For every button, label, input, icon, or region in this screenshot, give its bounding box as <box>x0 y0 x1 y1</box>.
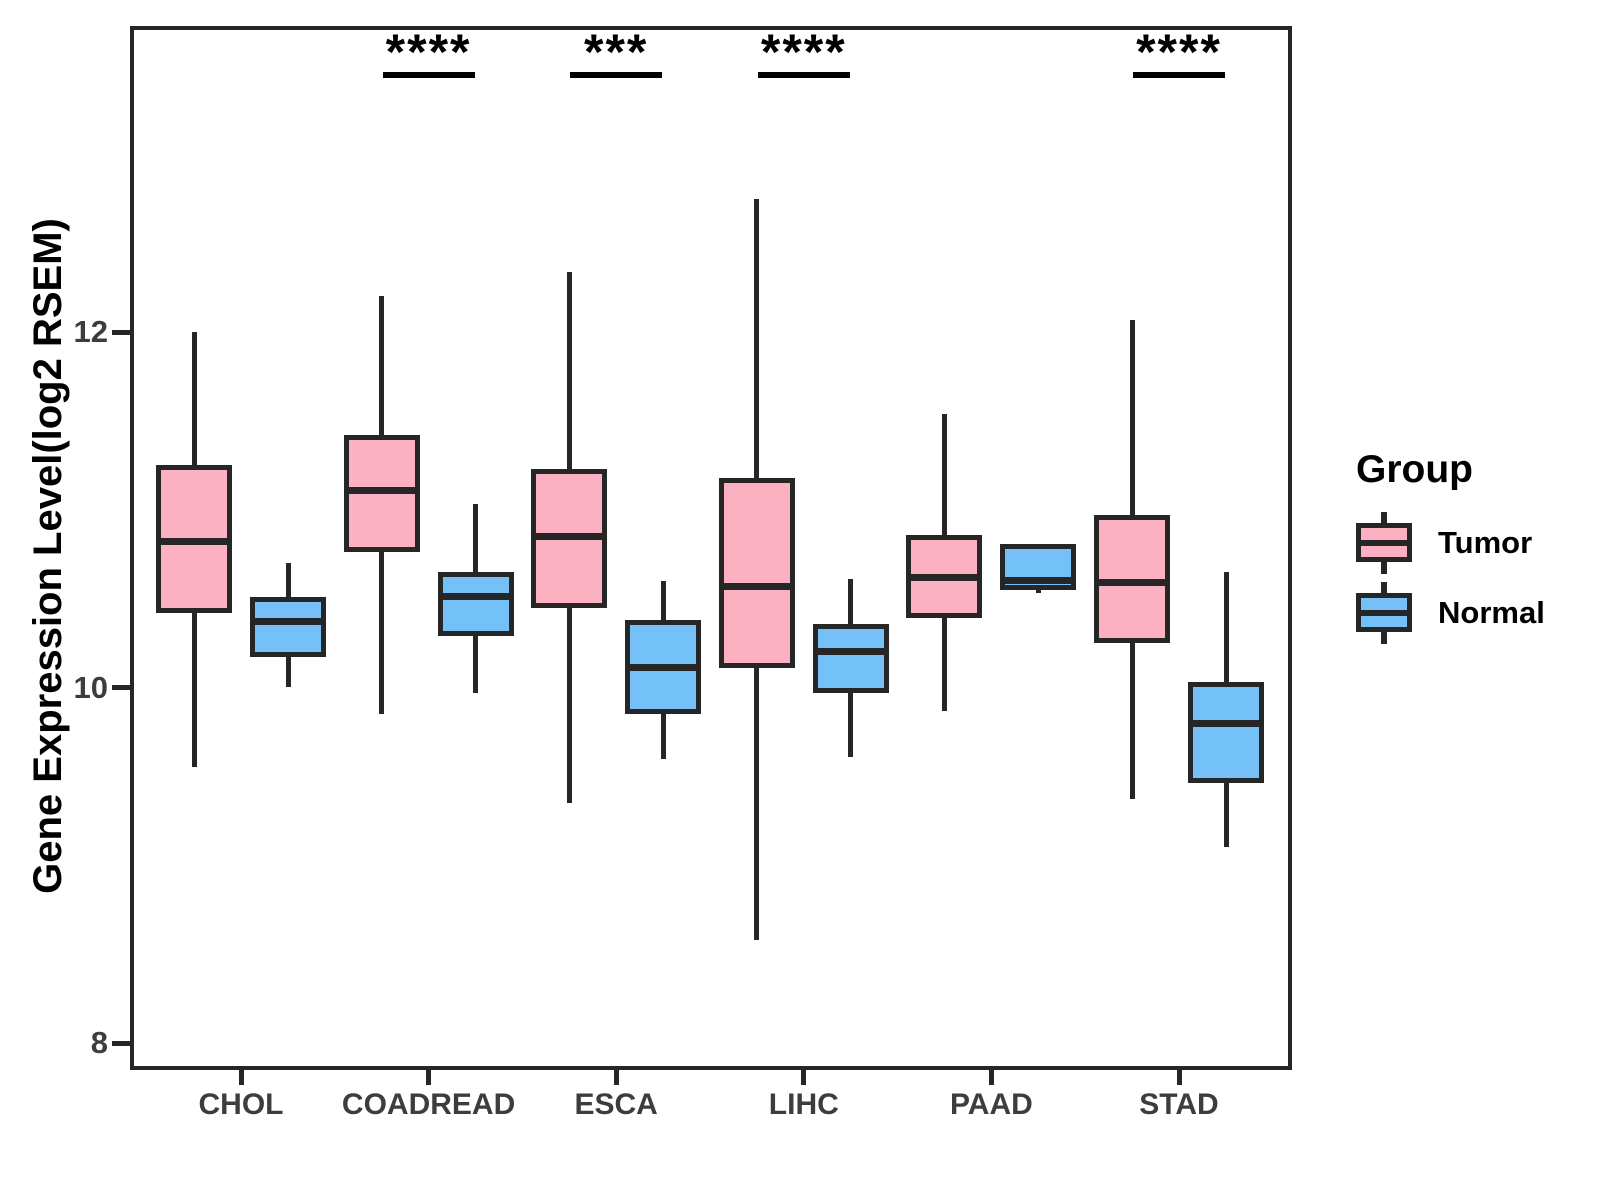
median-normal-chol <box>250 618 326 626</box>
significance-stars-lihc: **** <box>760 24 847 80</box>
x-tick-label-coadread: COADREAD <box>341 1088 516 1121</box>
median-tumor-esca <box>531 532 608 540</box>
x-tick-mark <box>613 1070 619 1085</box>
significance-bar-esca <box>570 72 663 78</box>
legend-title: Group <box>1356 448 1473 491</box>
median-tumor-lihc <box>718 582 795 590</box>
box-normal-chol <box>250 596 326 658</box>
y-axis-title: Gene Expression Level(log2 RSEM) <box>26 218 70 894</box>
tumor-boxplot-key-icon <box>1356 512 1412 574</box>
x-tick-label-lihc: LIHC <box>768 1088 839 1121</box>
y-tick-mark <box>112 329 131 335</box>
legend-entry-normal: Normal <box>1356 578 1600 648</box>
x-tick-mark <box>801 1070 807 1085</box>
box-tumor-coadread <box>343 435 420 553</box>
median-tumor-stad <box>1094 579 1170 587</box>
legend: Group Tumor Normal <box>1356 448 1600 648</box>
median-normal-esca <box>625 664 702 672</box>
median-normal-stad <box>1188 719 1264 727</box>
x-tick-mark <box>238 1070 244 1085</box>
significance-bar-coadread <box>382 72 475 78</box>
normal-boxplot-key-icon <box>1356 582 1412 644</box>
significance-bar-stad <box>1133 72 1225 78</box>
box-tumor-stad <box>1094 515 1170 644</box>
significance-stars-esca: *** <box>584 24 649 80</box>
y-tick-mark <box>112 685 131 690</box>
significance-bar-lihc <box>757 72 850 78</box>
median-tumor-chol <box>156 538 232 546</box>
x-tick-label-chol: CHOL <box>198 1088 284 1121</box>
significance-stars-stad: **** <box>1136 24 1222 80</box>
y-tick-mark <box>112 1040 131 1046</box>
x-tick-label-paad: PAAD <box>950 1088 1033 1121</box>
median-normal-lihc <box>812 648 889 656</box>
significance-stars-coadread: **** <box>385 24 472 80</box>
median-tumor-coadread <box>343 486 420 494</box>
legend-entry-tumor: Tumor <box>1356 508 1600 578</box>
box-tumor-lihc <box>718 477 795 668</box>
box-normal-lihc <box>812 623 889 693</box>
x-tick-mark <box>426 1070 432 1085</box>
median-tumor-paad <box>906 573 983 581</box>
legend-label-tumor: Tumor <box>1438 525 1533 560</box>
box-normal-stad <box>1188 682 1264 784</box>
x-tick-mark <box>988 1070 994 1085</box>
y-tick-label: 8 <box>90 1025 108 1060</box>
median-normal-coadread <box>437 593 514 601</box>
legend-label-normal: Normal <box>1438 595 1545 630</box>
x-tick-label-esca: ESCA <box>574 1088 658 1121</box>
x-tick-label-stad: STAD <box>1139 1088 1219 1121</box>
y-tick-label: 10 <box>73 669 108 705</box>
x-tick-mark <box>1176 1070 1182 1085</box>
y-tick-label: 12 <box>73 314 108 349</box>
median-normal-paad <box>1000 577 1077 585</box>
box-normal-coadread <box>437 571 514 636</box>
